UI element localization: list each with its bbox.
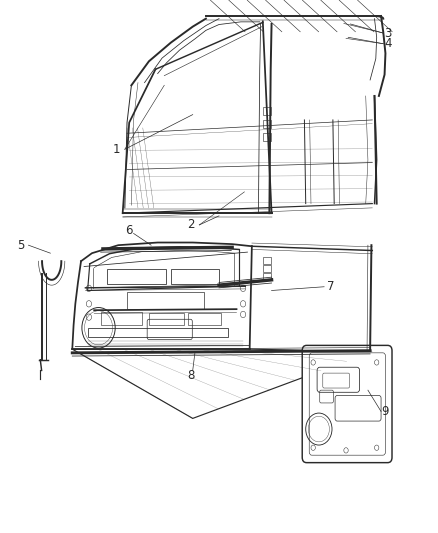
- Bar: [263, 120, 271, 128]
- Bar: [263, 265, 271, 272]
- Bar: [263, 273, 271, 280]
- Bar: [263, 133, 271, 141]
- Bar: [149, 313, 184, 325]
- Bar: [263, 257, 271, 264]
- Text: 3: 3: [384, 27, 391, 39]
- Text: 2: 2: [187, 219, 194, 231]
- Text: 6: 6: [125, 224, 133, 237]
- FancyBboxPatch shape: [302, 345, 392, 463]
- Text: 9: 9: [381, 405, 389, 418]
- Text: 5: 5: [18, 239, 25, 252]
- Bar: [188, 313, 221, 325]
- Bar: [263, 107, 271, 115]
- Text: 4: 4: [384, 37, 392, 50]
- Bar: [101, 312, 142, 325]
- Text: 1: 1: [112, 143, 120, 156]
- Text: 7: 7: [327, 280, 335, 293]
- Text: 8: 8: [187, 369, 194, 382]
